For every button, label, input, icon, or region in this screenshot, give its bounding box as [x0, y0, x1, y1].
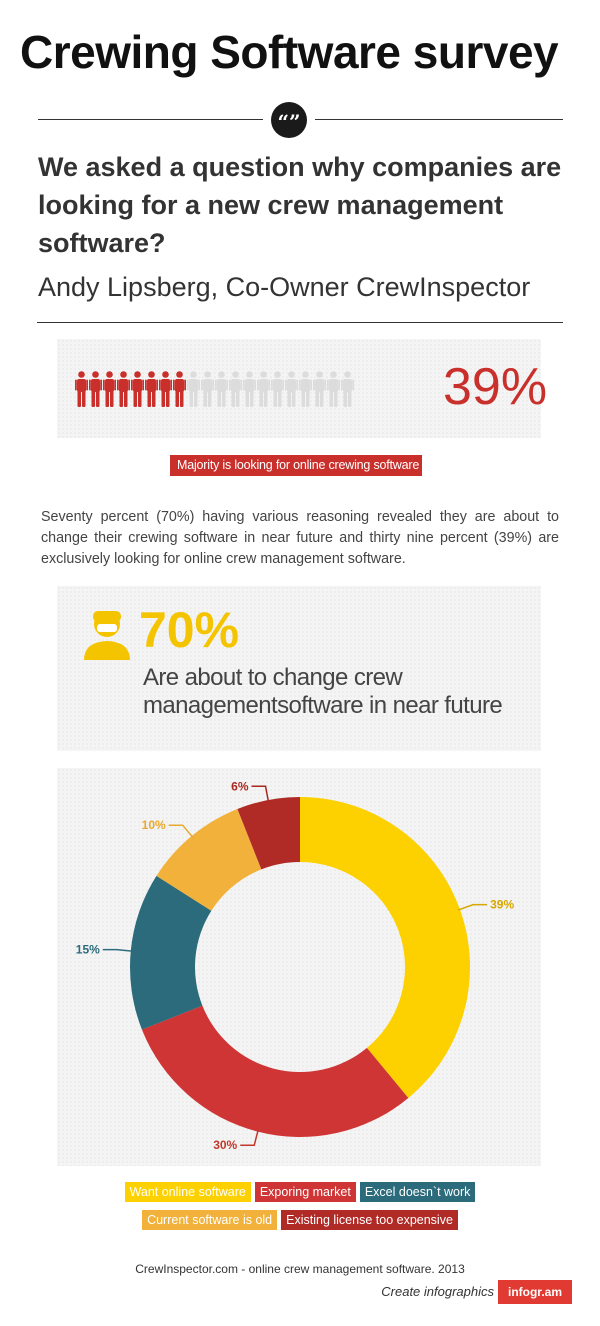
- footer-credit: CrewInspector.com - online crew manageme…: [135, 1262, 465, 1276]
- person-icon: [299, 371, 312, 407]
- donut-chart-panel: 39% 30% 15% 10% 6%: [57, 768, 541, 1166]
- person-icon: [285, 371, 298, 407]
- survey-question: We asked a question why companies are lo…: [38, 152, 562, 258]
- infogram-logo[interactable]: infogr.am: [498, 1280, 572, 1304]
- donut-slice-2: [141, 1005, 409, 1137]
- create-infographics-link[interactable]: Create infographics: [381, 1284, 494, 1299]
- donut-leader-line: [168, 824, 194, 839]
- seventy-stat-panel: 70% Are about to change crew managements…: [57, 586, 541, 751]
- people-stat-panel: 39%: [57, 339, 547, 438]
- donut-slice-4: [156, 808, 262, 911]
- chart-legend: Want online software Exporing market Excel…: [0, 1182, 600, 1230]
- person-icon: [201, 371, 214, 407]
- person-icon: [313, 371, 326, 407]
- donut-leader-line: [457, 903, 488, 911]
- intro-divider: [37, 322, 563, 323]
- person-icon: [257, 371, 270, 407]
- donut-leader-line: [102, 948, 133, 952]
- donut-slice-5: [237, 797, 300, 870]
- person-icon: [131, 371, 144, 407]
- donut-data-label: 39%: [490, 898, 514, 912]
- person-icon: [229, 371, 242, 407]
- donut-leader-line: [240, 1129, 259, 1146]
- legend-item: Excel doesn`t work: [359, 1182, 476, 1202]
- person-icon: [89, 371, 102, 407]
- people-icon-row: [75, 371, 355, 409]
- person-icon: [271, 371, 284, 407]
- legend-item: Exporing market: [254, 1182, 356, 1202]
- person-icon: [75, 371, 88, 407]
- legend-item: Want online software: [124, 1182, 251, 1202]
- person-icon: [145, 371, 158, 407]
- worker-icon: [84, 611, 130, 660]
- header-divider-left: [38, 119, 263, 120]
- quote-icon: “”: [271, 102, 307, 138]
- donut-slice-3: [130, 875, 212, 1030]
- donut-leader-line: [251, 785, 270, 803]
- legend-item: Current software is old: [142, 1210, 278, 1230]
- page-title: Crewing Software survey: [20, 26, 559, 78]
- person-icon: [173, 371, 186, 407]
- donut-data-label: 15%: [76, 943, 100, 957]
- legend-item: Existing license too expensive: [281, 1210, 458, 1230]
- donut-data-label: 10%: [142, 818, 166, 832]
- donut-data-label: 6%: [231, 779, 249, 793]
- donut-data-label: 30%: [213, 1138, 237, 1152]
- donut-slice-1: [300, 797, 471, 1098]
- donut-chart: 39% 30% 15% 10% 6%: [76, 779, 515, 1152]
- person-icon: [341, 371, 354, 407]
- person-icon: [215, 371, 228, 407]
- person-icon: [117, 371, 130, 407]
- people-stat-label: Majority is looking for online crewing s…: [170, 455, 423, 476]
- summary-paragraph: Seventy percent (70%) having various rea…: [41, 509, 559, 567]
- person-icon: [103, 371, 116, 407]
- quote-author: Andy Lipsberg, Co-Owner CrewInspector: [38, 272, 531, 302]
- seventy-stat-value: 70%: [139, 602, 240, 658]
- header-divider-right: [315, 119, 563, 120]
- person-icon: [187, 371, 200, 407]
- person-icon: [159, 371, 172, 407]
- person-icon: [243, 371, 256, 407]
- people-stat-value: 39%: [443, 358, 548, 416]
- seventy-stat-description: Are about to change crew managementsoftw…: [143, 664, 503, 719]
- person-icon: [327, 371, 340, 407]
